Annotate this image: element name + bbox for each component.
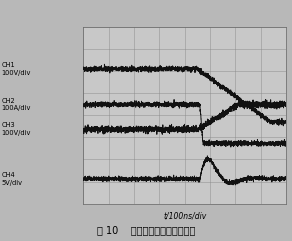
Text: t/100ns/div: t/100ns/div — [163, 212, 206, 221]
Text: CH4
5V/div: CH4 5V/div — [1, 172, 22, 186]
Text: CH2
100A/div: CH2 100A/div — [1, 98, 31, 111]
Text: CH1
100V/div: CH1 100V/div — [1, 62, 31, 76]
Text: 图 10    展宽的滔后臂软开关波形: 图 10 展宽的滔后臂软开关波形 — [97, 225, 195, 235]
Text: CH3
100V/div: CH3 100V/div — [1, 122, 31, 136]
